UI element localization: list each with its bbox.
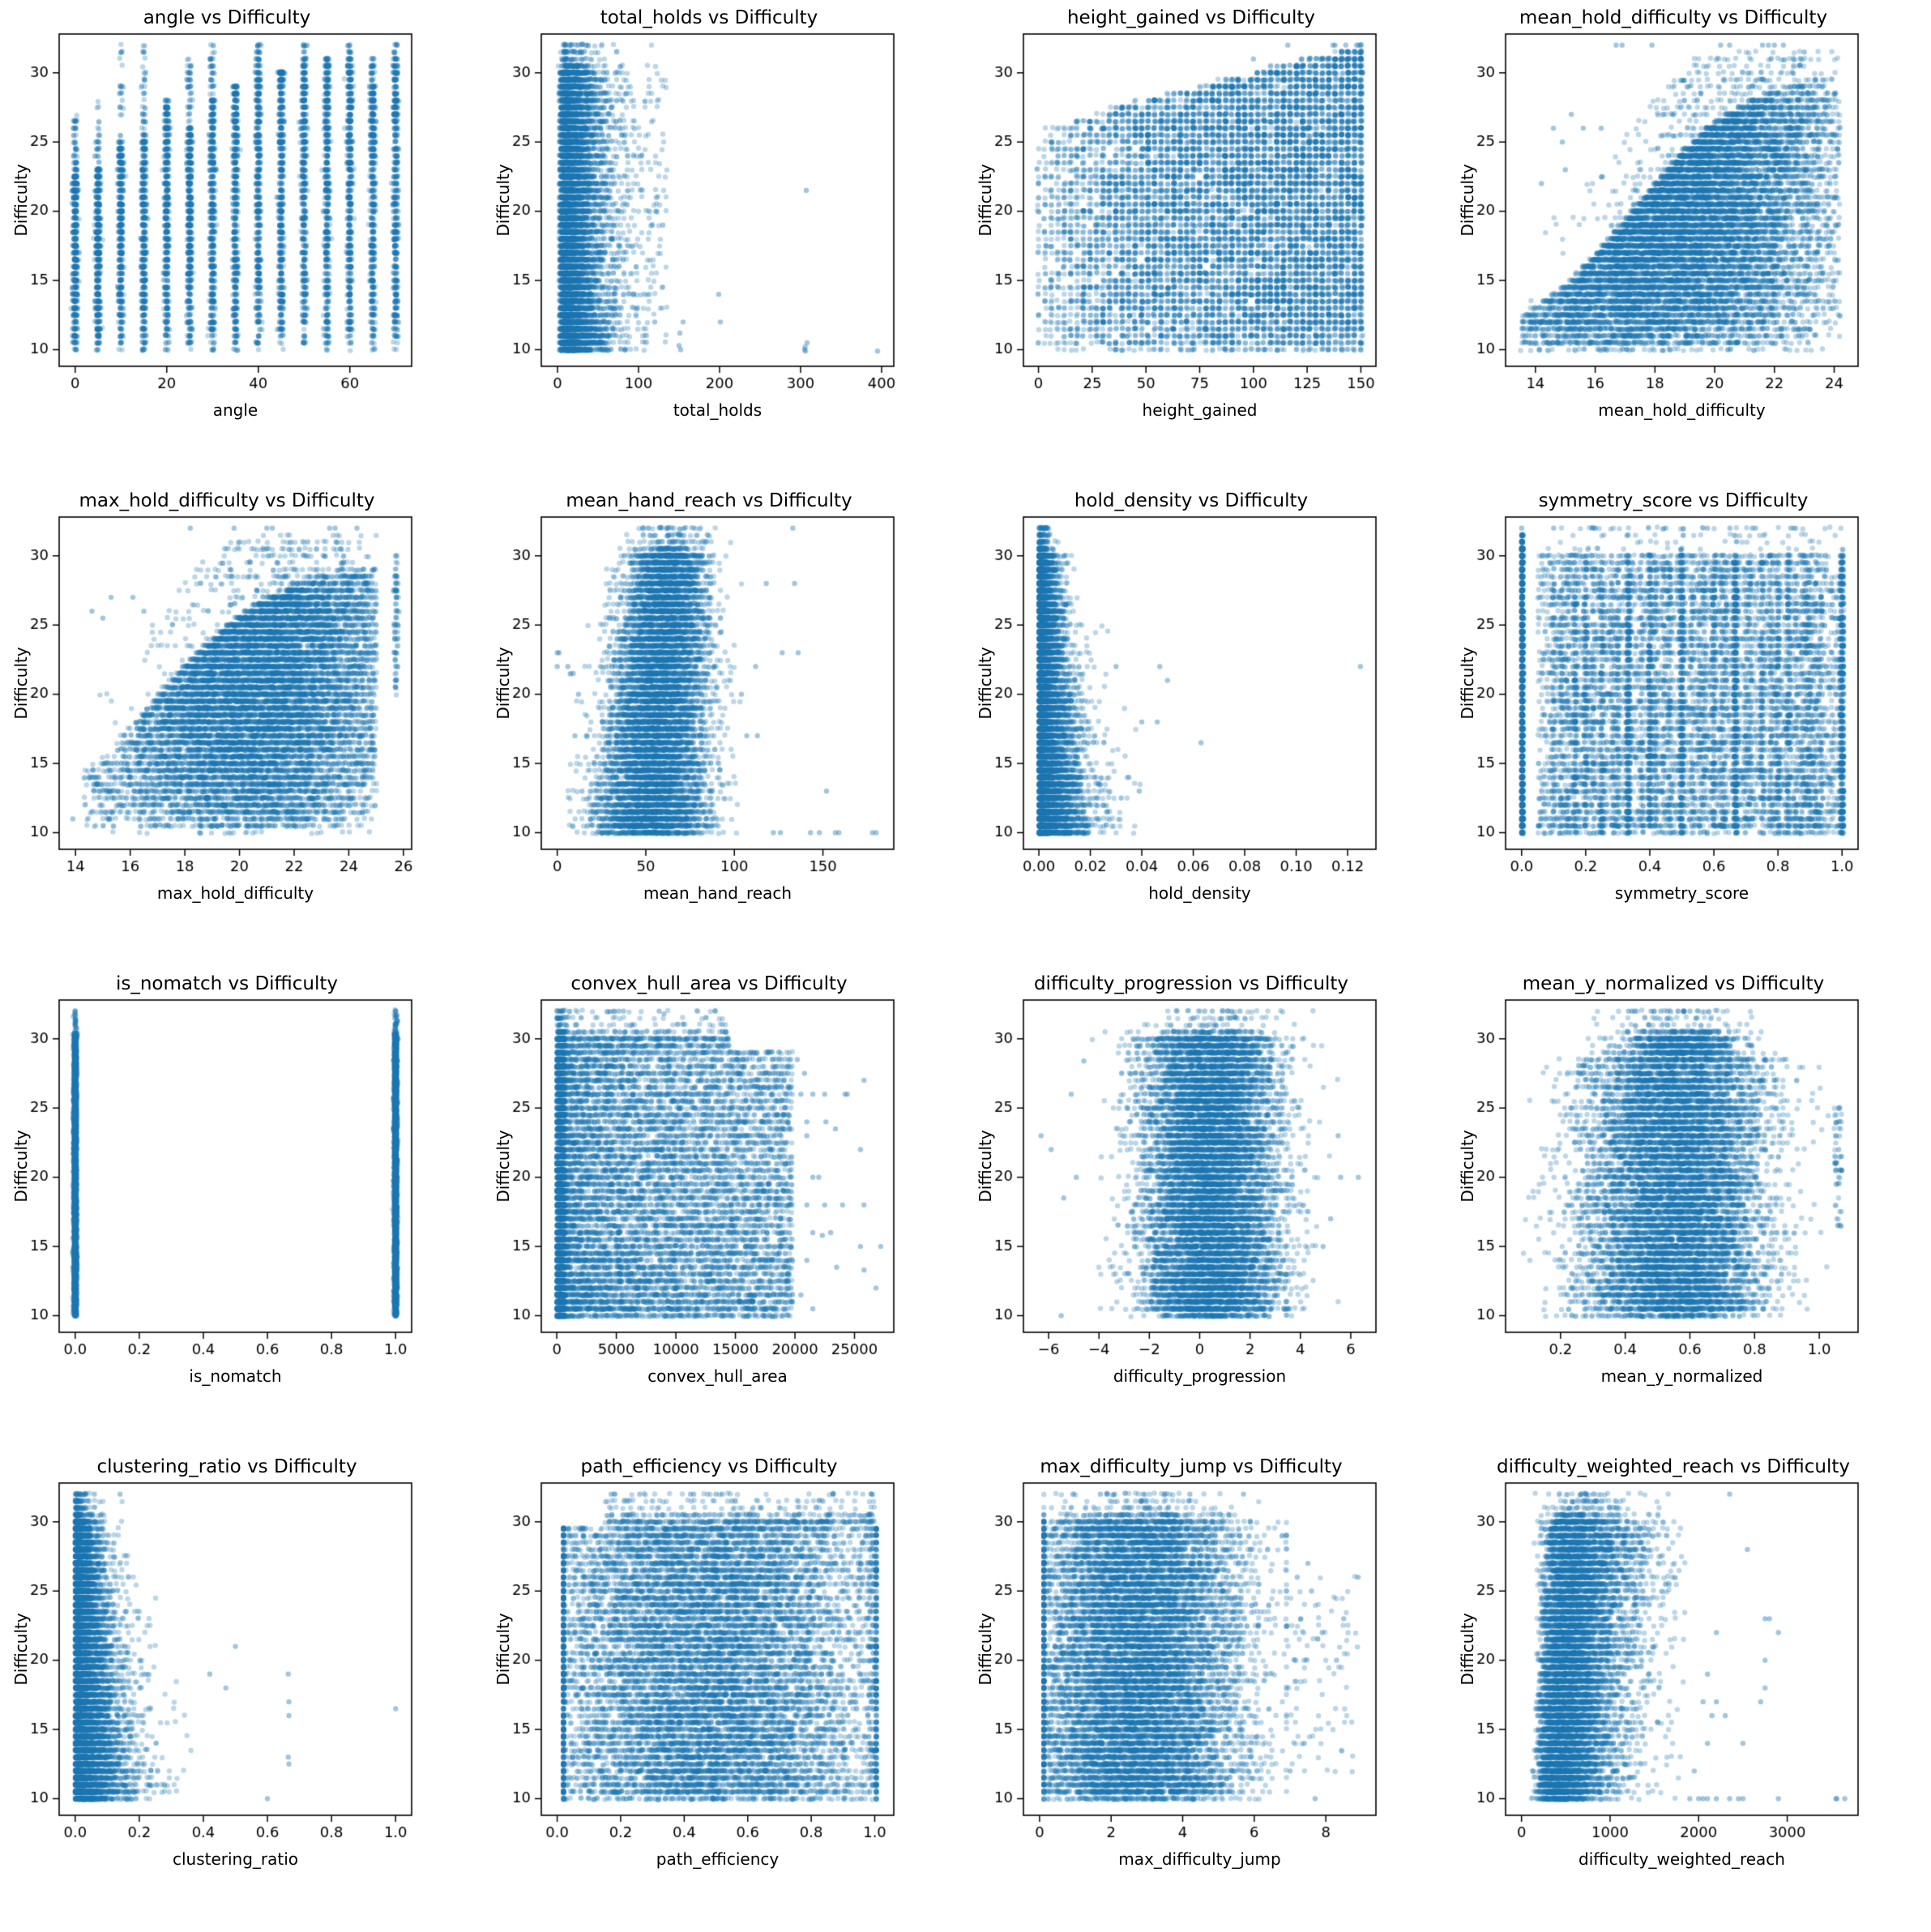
x-axis-label: hold_density <box>1148 883 1251 903</box>
scatter-canvas <box>482 483 964 966</box>
subplot-path_efficiency: path_efficiency vs Difficulty Difficulty… <box>482 1449 964 1932</box>
subplot-title: path_efficiency vs Difficulty <box>580 1456 838 1477</box>
y-axis-label: Difficulty <box>976 1613 995 1686</box>
y-axis-label: Difficulty <box>493 647 513 720</box>
x-axis-label: is_nomatch <box>189 1366 282 1386</box>
subplot-hold_density: hold_density vs Difficulty Difficulty ho… <box>964 483 1446 966</box>
y-axis-label: Difficulty <box>1458 647 1477 720</box>
y-axis-label: Difficulty <box>976 1130 995 1203</box>
subplot-is_nomatch: is_nomatch vs Difficulty Difficulty is_n… <box>0 966 482 1449</box>
y-axis-label: Difficulty <box>976 164 995 237</box>
y-axis-label: Difficulty <box>1458 1130 1477 1203</box>
y-axis-label: Difficulty <box>11 647 31 720</box>
subplot-title: angle vs Difficulty <box>143 7 311 28</box>
subplot-title: difficulty_progression vs Difficulty <box>1033 973 1349 994</box>
x-axis-label: total_holds <box>673 400 763 420</box>
y-axis-label: Difficulty <box>1458 164 1477 237</box>
subplot-mean_y_normalized: mean_y_normalized vs Difficulty Difficul… <box>1446 966 1929 1449</box>
x-axis-label: max_difficulty_jump <box>1118 1849 1281 1869</box>
subplot-difficulty_weighted_reach: difficulty_weighted_reach vs Difficulty … <box>1446 1449 1929 1932</box>
scatter-canvas <box>964 1449 1446 1932</box>
subplot-title: mean_hold_difficulty vs Difficulty <box>1519 7 1828 28</box>
subplot-title: total_holds vs Difficulty <box>600 7 818 28</box>
x-axis-label: clustering_ratio <box>172 1849 299 1869</box>
subplot-total_holds: total_holds vs Difficulty Difficulty tot… <box>482 0 964 483</box>
scatter-canvas <box>964 0 1446 483</box>
subplot-mean_hand_reach: mean_hand_reach vs Difficulty Difficulty… <box>482 483 964 966</box>
subplot-title: mean_hand_reach vs Difficulty <box>566 490 852 511</box>
subplot-convex_hull_area: convex_hull_area vs Difficulty Difficult… <box>482 966 964 1449</box>
subplot-angle: angle vs Difficulty Difficulty angle <box>0 0 482 483</box>
scatter-canvas <box>482 966 964 1449</box>
subplot-title: is_nomatch vs Difficulty <box>115 973 339 994</box>
subplot-clustering_ratio: clustering_ratio vs Difficulty Difficult… <box>0 1449 482 1932</box>
x-axis-label: path_efficiency <box>656 1849 780 1869</box>
x-axis-label: convex_hull_area <box>647 1366 788 1386</box>
subplot-symmetry_score: symmetry_score vs Difficulty Difficulty … <box>1446 483 1929 966</box>
x-axis-label: difficulty_progression <box>1113 1366 1287 1386</box>
scatter-canvas <box>964 966 1446 1449</box>
subplot-height_gained: height_gained vs Difficulty Difficulty h… <box>964 0 1446 483</box>
y-axis-label: Difficulty <box>493 164 513 237</box>
subplot-title: hold_density vs Difficulty <box>1074 490 1309 511</box>
subplot-title: mean_y_normalized vs Difficulty <box>1522 973 1825 994</box>
x-axis-label: mean_y_normalized <box>1600 1366 1763 1386</box>
y-axis-label: Difficulty <box>493 1613 513 1686</box>
subplot-max_difficulty_jump: max_difficulty_jump vs Difficulty Diffic… <box>964 1449 1446 1932</box>
x-axis-label: mean_hand_reach <box>643 883 792 903</box>
y-axis-label: Difficulty <box>11 1613 31 1686</box>
subplot-title: convex_hull_area vs Difficulty <box>570 973 848 994</box>
subplot-title: height_gained vs Difficulty <box>1066 7 1316 28</box>
scatter-canvas <box>482 0 964 483</box>
scatter-canvas <box>0 0 482 483</box>
scatter-canvas <box>1446 966 1929 1449</box>
subplot-title: max_hold_difficulty vs Difficulty <box>79 490 375 511</box>
scatter-canvas <box>964 483 1446 966</box>
x-axis-label: mean_hold_difficulty <box>1598 400 1766 420</box>
scatter-canvas <box>1446 483 1929 966</box>
y-axis-label: Difficulty <box>11 1130 31 1203</box>
x-axis-label: height_gained <box>1142 400 1258 420</box>
subplot-title: clustering_ratio vs Difficulty <box>96 1456 357 1477</box>
subplot-title: symmetry_score vs Difficulty <box>1538 490 1809 511</box>
y-axis-label: Difficulty <box>1458 1613 1477 1686</box>
subplot-title: difficulty_weighted_reach vs Difficulty <box>1497 1456 1850 1477</box>
subplot-mean_hold_difficulty: mean_hold_difficulty vs Difficulty Diffi… <box>1446 0 1929 483</box>
y-axis-label: Difficulty <box>11 164 31 237</box>
scatter-canvas <box>482 1449 964 1932</box>
x-axis-label: difficulty_weighted_reach <box>1579 1849 1785 1869</box>
scatter-canvas <box>0 1449 482 1932</box>
y-axis-label: Difficulty <box>493 1130 513 1203</box>
subplot-title: max_difficulty_jump vs Difficulty <box>1040 1456 1343 1477</box>
scatter-canvas <box>1446 1449 1929 1932</box>
x-axis-label: max_hold_difficulty <box>156 883 314 903</box>
scatter-canvas <box>1446 0 1929 483</box>
y-axis-label: Difficulty <box>976 647 995 720</box>
scatter-canvas <box>0 966 482 1449</box>
subplot-difficulty_progression: difficulty_progression vs Difficulty Dif… <box>964 966 1446 1449</box>
subplot-max_hold_difficulty: max_hold_difficulty vs Difficulty Diffic… <box>0 483 482 966</box>
x-axis-label: symmetry_score <box>1614 883 1749 903</box>
x-axis-label: angle <box>212 400 258 420</box>
scatter-canvas <box>0 483 482 966</box>
